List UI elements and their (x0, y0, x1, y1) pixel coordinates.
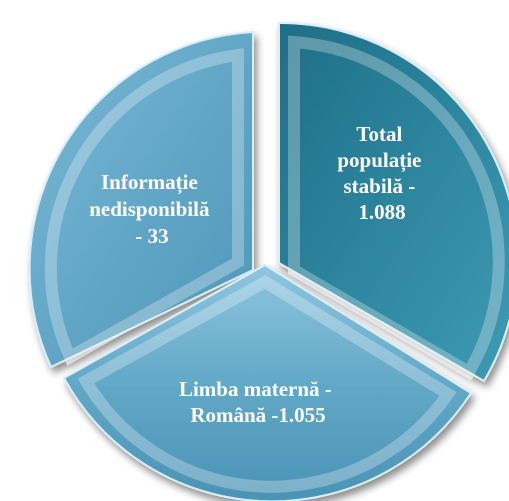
slice-total-populatie (278, 21, 509, 383)
slice-label-limba-materna: Limba maternă - Română -1.055 (179, 377, 337, 427)
slice-label-informatie: Informație nedisponibilă - 33 (89, 170, 214, 248)
slice-limba-materna (62, 263, 473, 501)
slice-informatie-nedisponibila (28, 30, 254, 369)
slice-label-total: Total populație stabilă - 1.088 (337, 122, 426, 224)
